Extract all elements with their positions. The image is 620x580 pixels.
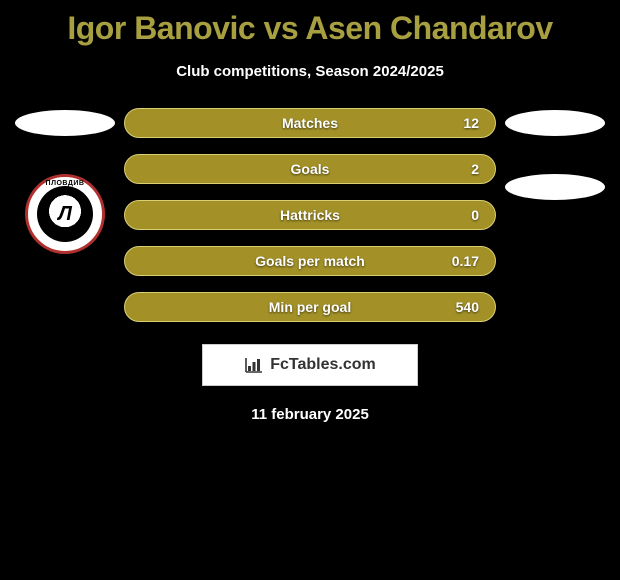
stat-label: Matches [282,115,338,131]
stat-bar: Goals per match 0.17 [124,246,496,276]
stat-value-right: 2 [471,161,479,177]
stat-value-right: 0 [471,207,479,223]
stat-value-right: 540 [456,299,479,315]
player-right-placeholder [505,110,605,136]
footer-date: 11 february 2025 [0,406,620,423]
brand-logo[interactable]: FcTables.com [202,344,418,386]
badge-inner: Л [37,186,93,242]
player-left-placeholder [15,110,115,136]
stat-bar: Hattricks 0 [124,200,496,230]
stat-label: Goals [291,161,330,177]
stat-bar: Min per goal 540 [124,292,496,322]
right-column [500,108,610,200]
stats-column: Matches 12 Goals 2 Hattricks 0 Goals per match… [120,108,500,322]
stat-bar: Matches 12 [124,108,496,138]
badge-letter: Л [58,203,72,226]
stat-label: Goals per match [255,253,365,269]
page-title: Igor Banovic vs Asen Chandarov [0,0,620,47]
stat-value-right: 0.17 [452,253,479,269]
content-row: ПЛОВДИВ Л Matches 12 Goals 2 Hattricks 0 Goals… [0,108,620,322]
left-column: ПЛОВДИВ Л [10,108,120,254]
club-right-placeholder [505,174,605,200]
brand-text: FcTables.com [270,356,376,374]
stat-label: Hattricks [280,207,340,223]
stat-bar: Goals 2 [124,154,496,184]
club-badge-left: ПЛОВДИВ Л [25,174,105,254]
stat-value-right: 12 [463,115,479,131]
stat-label: Min per goal [269,299,351,315]
subtitle: Club competitions, Season 2024/2025 [0,63,620,80]
chart-icon [244,356,264,374]
